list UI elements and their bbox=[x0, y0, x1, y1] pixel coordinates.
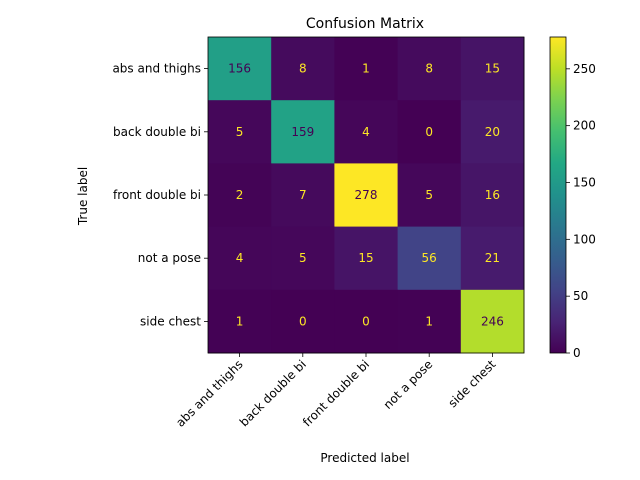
cell-value-label: 278 bbox=[355, 188, 378, 202]
matrix-cell bbox=[460, 226, 525, 291]
matrix-cell bbox=[334, 163, 399, 228]
cell-value-label: 246 bbox=[481, 314, 504, 328]
colorbar: 0 50 100 150 200 250 bbox=[549, 36, 596, 360]
cell-value-label: 0 bbox=[299, 314, 307, 328]
colorbar-tick-label: 0 bbox=[573, 346, 581, 360]
x-tick-label: abs and thighs bbox=[173, 357, 246, 430]
cell-value-label: 4 bbox=[362, 125, 370, 139]
x-tick-label: side chest bbox=[446, 357, 499, 410]
cell-value-label: 2 bbox=[236, 188, 244, 202]
cell-value-label: 1 bbox=[236, 314, 244, 328]
matrix-cell bbox=[208, 163, 272, 228]
cell-value-label: 15 bbox=[358, 251, 373, 265]
matrix-cell bbox=[208, 37, 272, 101]
colorbar-tick-label: 100 bbox=[573, 232, 596, 246]
matrix-cell bbox=[271, 37, 335, 101]
y-tick-label: side chest bbox=[140, 314, 201, 328]
matrix-cell bbox=[271, 289, 335, 354]
matrix-cells: 156 8 1 8 15 5 159 4 0 20 2 7 278 5 16 4 5 15 56 21 1 0 0 1 246 bbox=[208, 37, 525, 354]
x-tick-label: not a pose bbox=[381, 357, 436, 412]
x-axis-label: Predicted label bbox=[320, 451, 409, 465]
matrix-cell bbox=[271, 100, 335, 164]
cell-value-label: 156 bbox=[228, 62, 251, 76]
x-tick-label: front double bi bbox=[300, 357, 372, 429]
matrix-cell bbox=[208, 289, 272, 354]
y-tick-label: not a pose bbox=[138, 251, 201, 265]
matrix-cell bbox=[334, 37, 399, 101]
matrix-cell bbox=[334, 289, 399, 354]
matrix-cell bbox=[334, 100, 399, 164]
matrix-cell bbox=[397, 226, 462, 291]
cell-value-label: 21 bbox=[485, 251, 500, 265]
matrix-cell bbox=[334, 226, 399, 291]
cell-value-label: 5 bbox=[425, 188, 433, 202]
cell-value-label: 5 bbox=[236, 125, 244, 139]
chart-title: Confusion Matrix bbox=[306, 16, 424, 32]
cell-value-label: 16 bbox=[485, 188, 500, 202]
matrix-cell bbox=[397, 163, 462, 228]
matrix-cell bbox=[397, 289, 462, 354]
y-tick-label: back double bi bbox=[113, 125, 201, 139]
cell-value-label: 159 bbox=[291, 125, 314, 139]
cell-value-label: 0 bbox=[425, 125, 433, 139]
colorbar-tick-label: 250 bbox=[573, 62, 596, 76]
cell-value-label: 20 bbox=[485, 125, 500, 139]
cell-value-label: 4 bbox=[236, 251, 244, 265]
cell-value-label: 5 bbox=[299, 251, 307, 265]
y-axis-label: True label bbox=[76, 167, 90, 226]
matrix-cell bbox=[460, 289, 525, 354]
y-tick-label: abs and thighs bbox=[112, 62, 201, 76]
cell-value-label: 7 bbox=[299, 188, 307, 202]
matrix-cell bbox=[460, 37, 525, 101]
x-tick-label: back double bi bbox=[237, 357, 309, 429]
cell-value-label: 0 bbox=[362, 314, 370, 328]
colorbar-gradient bbox=[549, 36, 567, 354]
colorbar-tick-label: 150 bbox=[573, 175, 596, 189]
cell-value-label: 1 bbox=[425, 314, 433, 328]
colorbar-tick-label: 200 bbox=[573, 119, 596, 133]
matrix-cell bbox=[208, 100, 272, 164]
colorbar-tick-label: 50 bbox=[573, 289, 588, 303]
matrix-cell bbox=[397, 100, 462, 164]
cell-value-label: 8 bbox=[425, 62, 433, 76]
cell-value-label: 15 bbox=[485, 62, 500, 76]
cell-value-label: 8 bbox=[299, 62, 307, 76]
matrix-cell bbox=[397, 37, 462, 101]
cell-value-label: 1 bbox=[362, 62, 370, 76]
matrix-cell bbox=[271, 163, 335, 228]
y-tick-label: front double bi bbox=[113, 188, 201, 202]
matrix-cell bbox=[208, 226, 272, 291]
matrix-cell bbox=[271, 226, 335, 291]
matrix-cell bbox=[460, 100, 525, 164]
matrix-cell bbox=[460, 163, 525, 228]
cell-value-label: 56 bbox=[422, 251, 437, 265]
